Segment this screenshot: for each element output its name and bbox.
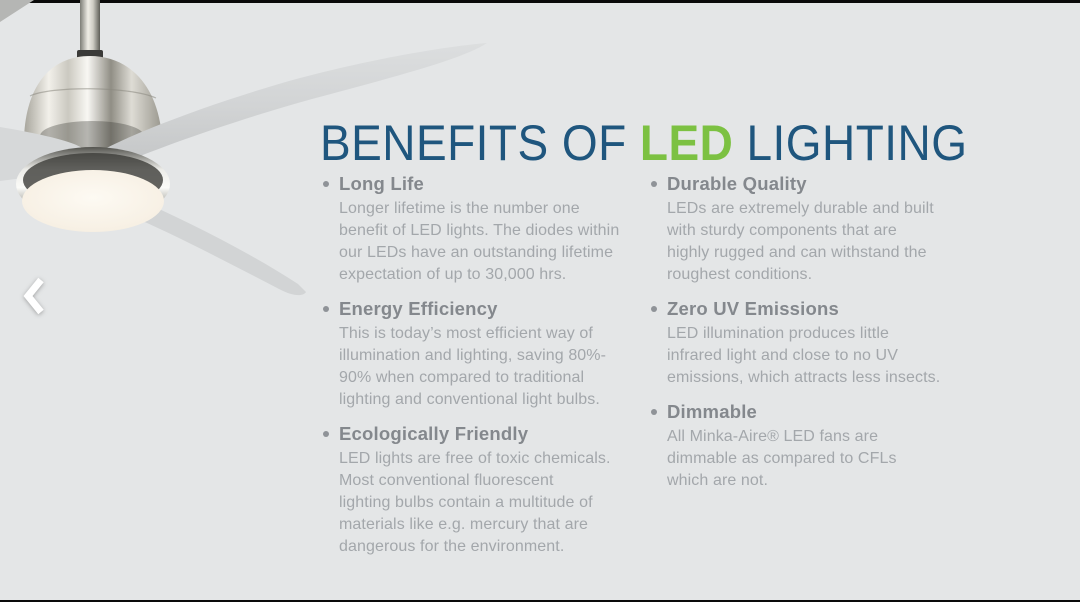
benefit-head: Dimmable — [650, 400, 950, 424]
benefit-item: Energy Efficiency This is today’s most e… — [322, 297, 622, 411]
benefit-item: Dimmable All Minka-Aire® LED fans are di… — [650, 400, 950, 492]
benefits-column-left: Long Life Longer lifetime is the number … — [322, 172, 622, 569]
benefit-head: Long Life — [322, 172, 622, 196]
title-prefix: BENEFITS OF — [320, 115, 640, 171]
benefit-item: Zero UV Emissions LED illumination produ… — [650, 297, 950, 389]
bullet-icon — [651, 181, 657, 187]
title-suffix: LIGHTING — [733, 115, 968, 171]
benefits-columns: Long Life Longer lifetime is the number … — [322, 172, 950, 569]
benefit-head: Ecologically Friendly — [322, 422, 622, 446]
benefit-heading: Energy Efficiency — [339, 298, 498, 319]
benefit-item: Durable Quality LEDs are extremely durab… — [650, 172, 950, 286]
benefit-body: LED illumination produces little infrare… — [667, 325, 941, 386]
letterbox-top — [0, 0, 1080, 3]
benefit-head: Durable Quality — [650, 172, 950, 196]
benefit-body: All Minka-Aire® LED fans are dimmable as… — [667, 428, 897, 489]
bullet-icon — [323, 181, 329, 187]
benefit-heading: Durable Quality — [667, 173, 807, 194]
benefit-item: Ecologically Friendly LED lights are fre… — [322, 422, 622, 558]
benefit-heading: Long Life — [339, 173, 425, 194]
benefit-body: Longer lifetime is the number one benefi… — [339, 200, 620, 283]
benefit-item: Long Life Longer lifetime is the number … — [322, 172, 622, 286]
chevron-left-icon — [23, 277, 44, 314]
benefit-head: Zero UV Emissions — [650, 297, 950, 321]
benefit-body: LEDs are extremely durable and built wit… — [667, 200, 934, 283]
letterbox-bottom — [0, 600, 1080, 602]
benefit-body: This is today’s most efficient way of il… — [339, 325, 607, 408]
bullet-icon — [651, 306, 657, 312]
benefit-head: Energy Efficiency — [322, 297, 622, 321]
benefits-column-right: Durable Quality LEDs are extremely durab… — [650, 172, 950, 569]
benefit-body: LED lights are free of toxic chemicals. … — [339, 450, 611, 555]
benefit-heading: Ecologically Friendly — [339, 423, 529, 444]
ceiling-fan-image — [0, 0, 487, 296]
bullet-icon — [323, 431, 329, 437]
carousel-prev-button[interactable] — [18, 274, 50, 320]
bullet-icon — [651, 409, 657, 415]
benefit-heading: Dimmable — [667, 401, 758, 422]
page-title: BENEFITS OF LED LIGHTING — [320, 114, 967, 172]
title-led-highlight: LED — [639, 115, 734, 171]
benefit-heading: Zero UV Emissions — [667, 298, 840, 319]
bullet-icon — [323, 306, 329, 312]
